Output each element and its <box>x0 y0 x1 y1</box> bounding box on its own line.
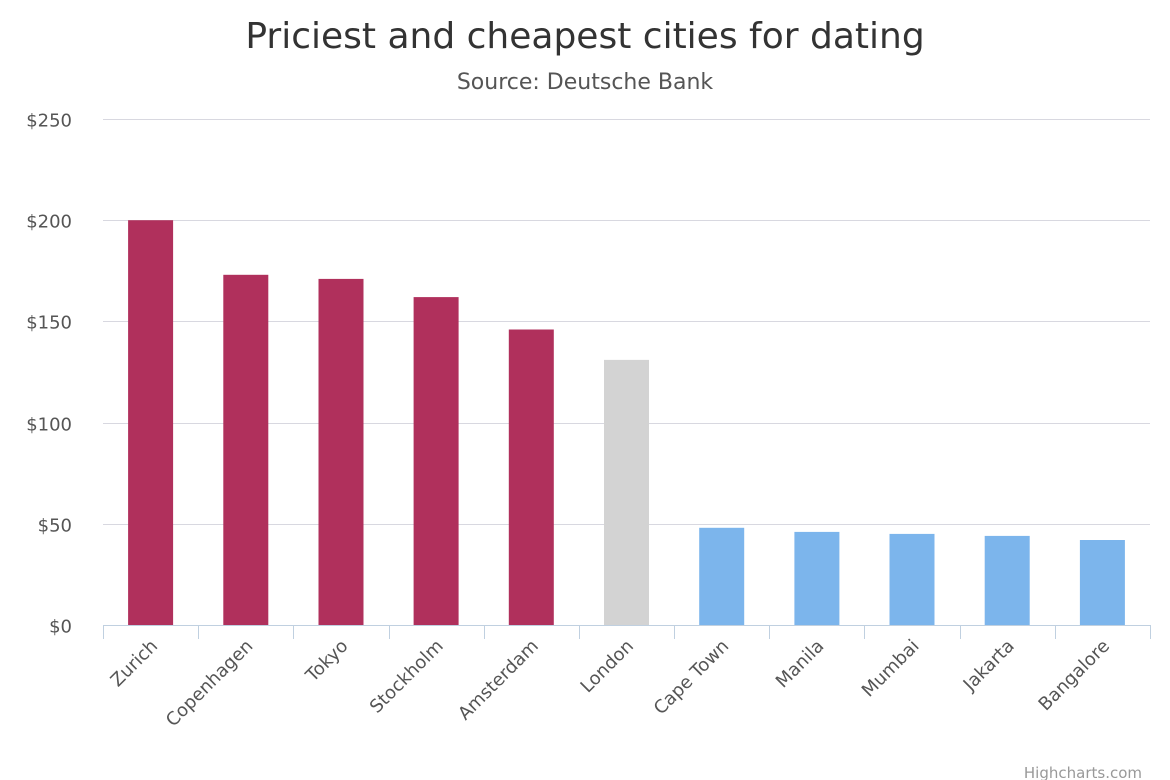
bar-tokyo[interactable] <box>318 278 364 625</box>
y-tick-label: $150 <box>26 313 72 334</box>
x-tick-label: Bangalore <box>1035 636 1114 715</box>
bar-bangalore[interactable] <box>1079 540 1125 625</box>
y-axis-labels: $0 $50 $100 $150 $200 $250 <box>26 111 72 638</box>
chart-subtitle: Source: Deutsche Bank <box>457 70 714 95</box>
bar-mumbai[interactable] <box>889 533 935 625</box>
bar-stockholm[interactable] <box>413 297 459 625</box>
x-tick-label: Jakarta <box>959 636 1019 696</box>
x-tick-label: Amsterdam <box>454 636 543 725</box>
x-tick-label: London <box>577 636 639 698</box>
x-axis <box>103 625 1151 639</box>
y-tick-label: $50 <box>38 516 72 537</box>
x-tick-label: Manila <box>772 636 829 693</box>
y-tick-label: $100 <box>26 415 72 436</box>
x-tick-label: Stockholm <box>366 636 448 718</box>
x-axis-labels: Zurich Copenhagen Tokyo Stockholm Amsterdam L… <box>107 636 1114 731</box>
gridlines <box>103 119 1150 525</box>
chart-title: Priciest and cheapest cities for dating <box>245 16 924 57</box>
credits-link[interactable]: Highcharts.com <box>1024 764 1142 780</box>
x-tick-label: Copenhagen <box>162 636 257 731</box>
y-tick-label: $200 <box>26 212 72 233</box>
y-tick-label: $0 <box>49 617 72 638</box>
x-tick-label: Cape Town <box>650 636 733 719</box>
bar-jakarta[interactable] <box>984 535 1030 625</box>
bar-manila[interactable] <box>794 531 840 625</box>
bar-series <box>128 220 1125 625</box>
y-tick-label: $250 <box>26 111 72 132</box>
bar-amsterdam[interactable] <box>508 329 554 626</box>
bar-zurich[interactable] <box>128 220 174 625</box>
x-tick-label: Tokyo <box>301 636 352 687</box>
bar-cape-town[interactable] <box>699 527 745 625</box>
bar-copenhagen[interactable] <box>223 274 269 625</box>
bar-london[interactable] <box>604 359 649 625</box>
x-tick-label: Mumbai <box>858 636 924 702</box>
x-tick-label: Zurich <box>107 636 162 691</box>
